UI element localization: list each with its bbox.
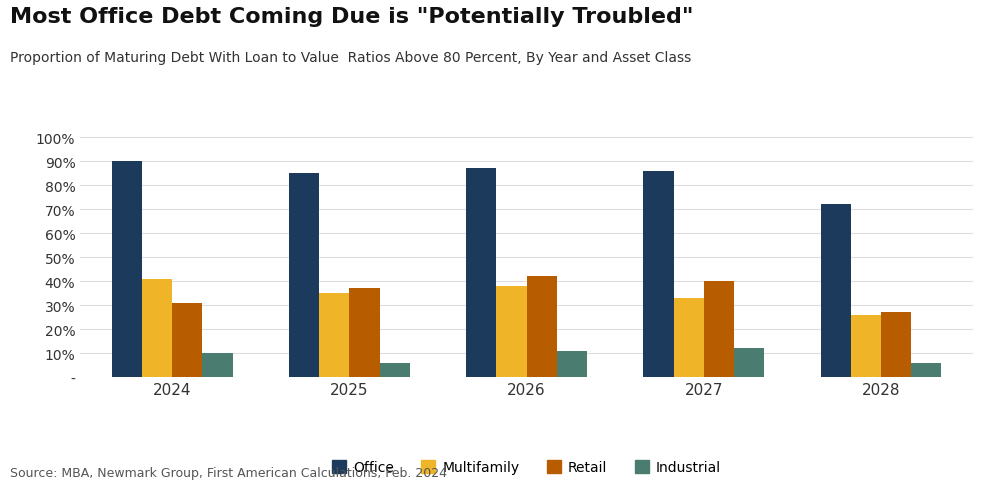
Bar [379,363,409,378]
Bar [643,171,673,378]
Bar [880,313,910,378]
Bar [526,277,556,378]
Text: Most Office Debt Coming Due is "Potentially Troubled": Most Office Debt Coming Due is "Potentia… [10,7,692,27]
Bar [202,353,232,378]
Bar [466,169,496,378]
Bar [496,287,526,378]
Bar [820,205,850,378]
Bar [349,289,379,378]
Text: Source: MBA, Newmark Group, First American Calculations, Feb. 2024: Source: MBA, Newmark Group, First Americ… [10,466,447,479]
Bar [289,174,319,378]
Text: Proportion of Maturing Debt With Loan to Value  Ratios Above 80 Percent, By Year: Proportion of Maturing Debt With Loan to… [10,51,690,65]
Legend: Office, Multifamily, Retail, Industrial: Office, Multifamily, Retail, Industrial [326,455,726,480]
Bar [733,349,764,378]
Bar [319,294,349,378]
Bar [142,279,172,378]
Bar [673,299,703,378]
Bar [910,363,940,378]
Bar [172,303,202,378]
Bar [850,315,880,378]
Bar [703,282,733,378]
Bar [556,351,586,378]
Bar [112,162,142,378]
